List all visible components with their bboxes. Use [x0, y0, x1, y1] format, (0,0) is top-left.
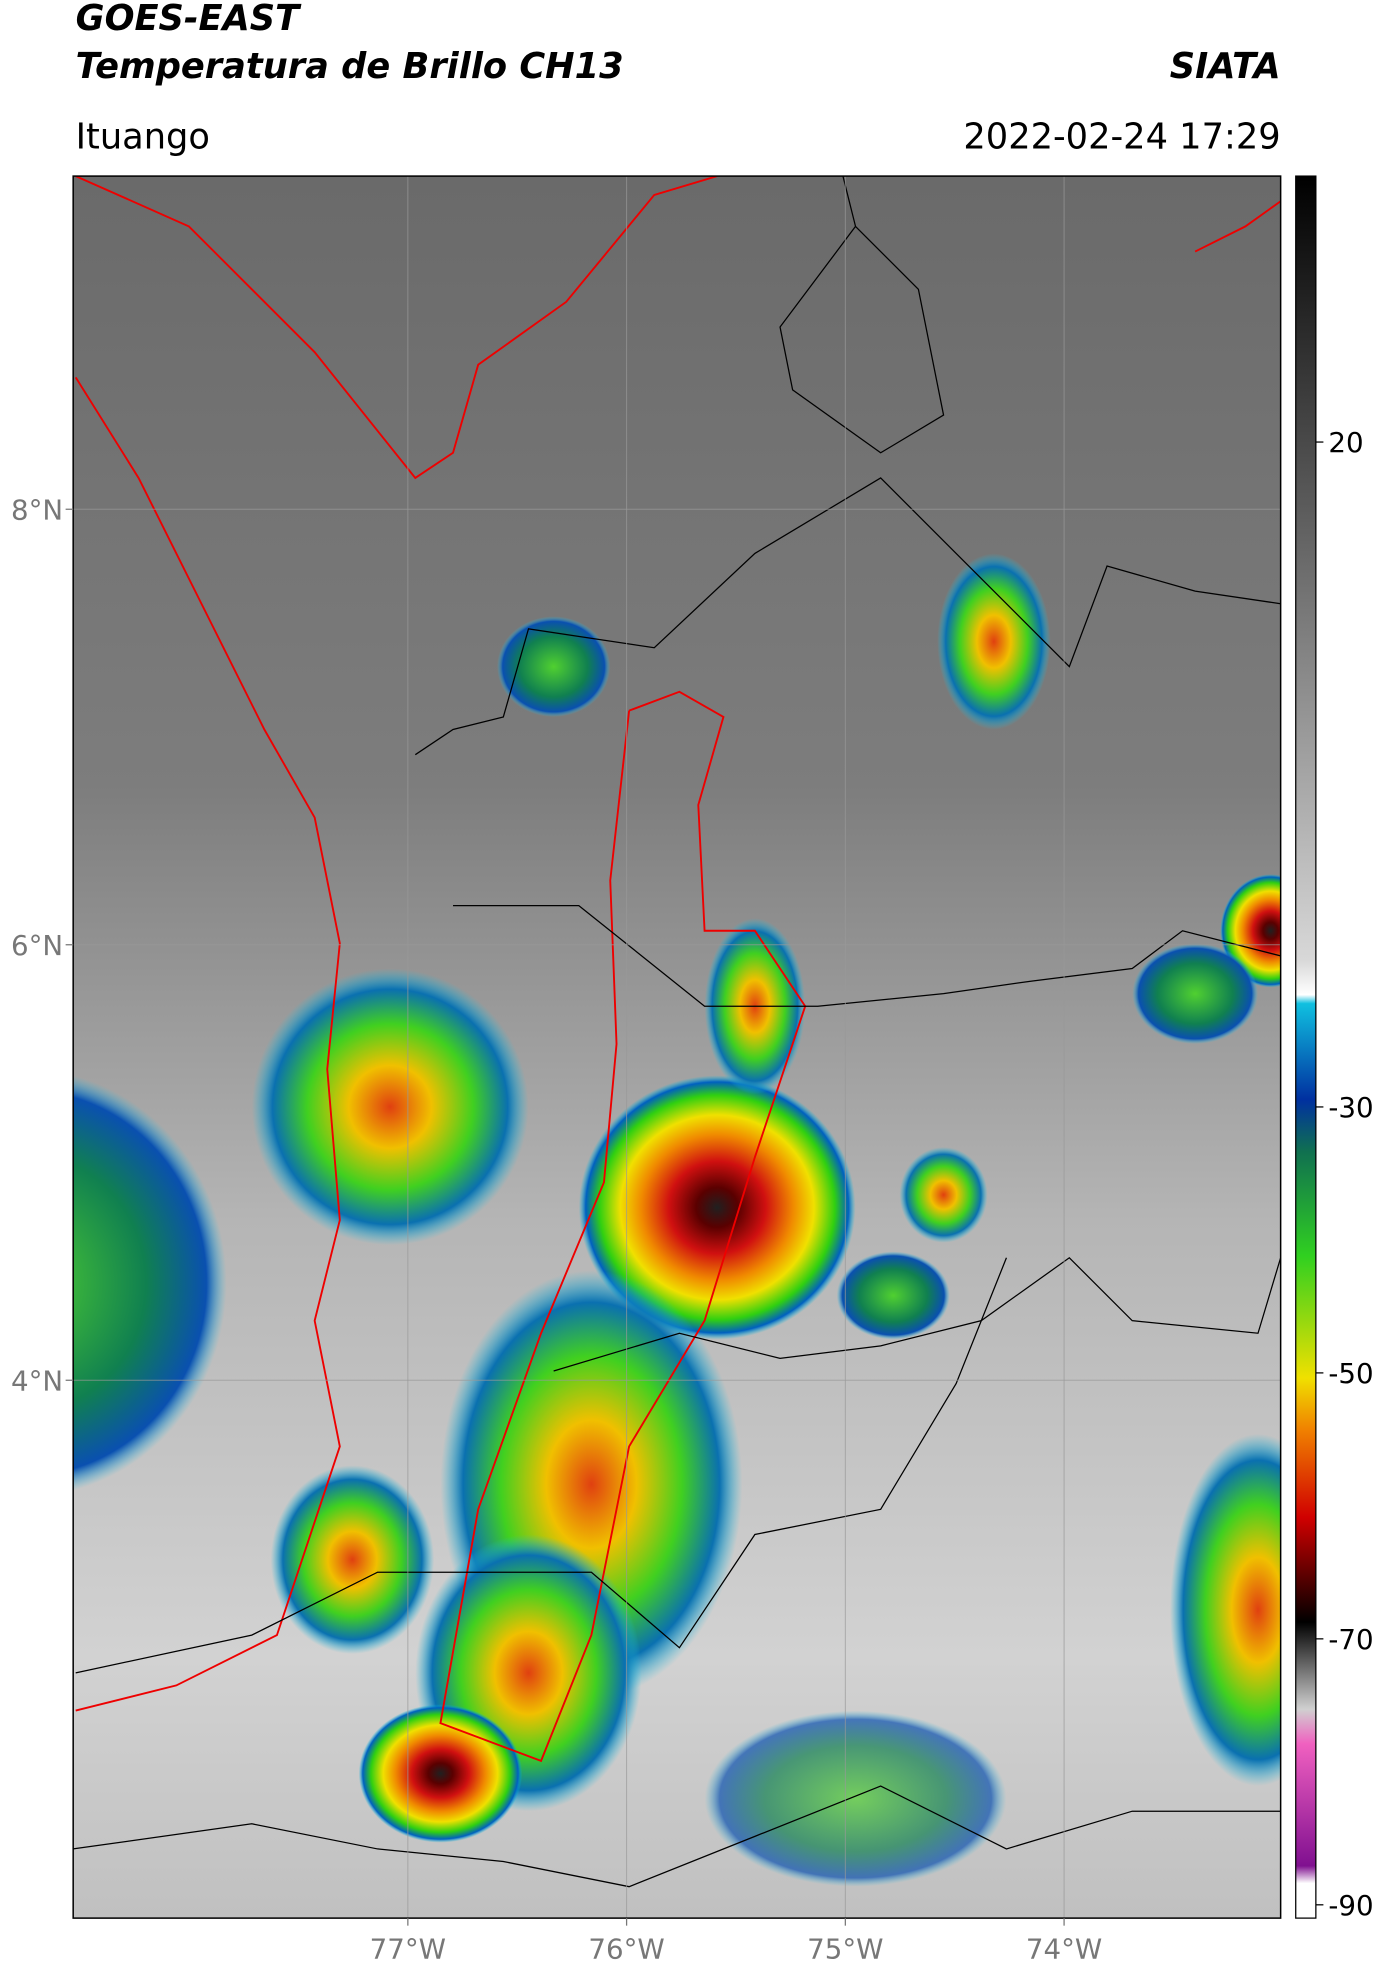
- colorbar-tick-label: -30: [1328, 1091, 1373, 1124]
- colorbar-tick-label: -70: [1328, 1623, 1373, 1656]
- title: GOES-EAST: [76, 0, 302, 39]
- lat-tick-label: 8°N: [11, 493, 63, 526]
- graticule: [73, 176, 1281, 1919]
- colorbar-tick-label: -90: [1328, 1889, 1373, 1922]
- lat-tick-label: 4°N: [11, 1364, 63, 1397]
- location: Ituango: [76, 116, 210, 157]
- colorbar: [1295, 175, 1317, 1919]
- colorbar-tick-label: -50: [1328, 1357, 1373, 1390]
- datetime: 2022-02-24 17:29: [963, 116, 1280, 157]
- organization: SIATA: [1170, 46, 1281, 87]
- map-frame: [72, 175, 1282, 1919]
- lon-tick-label: 77°W: [370, 1932, 446, 1965]
- subtitle: Temperatura de Brillo CH13: [76, 46, 624, 87]
- lon-tick-label: 76°W: [588, 1932, 664, 1965]
- colorbar-tick-label: 20: [1328, 426, 1363, 459]
- lon-tick-label: 74°W: [1026, 1932, 1102, 1965]
- satellite-image: [73, 176, 1281, 1919]
- lat-tick-label: 6°N: [11, 929, 63, 962]
- lon-tick-label: 75°W: [807, 1932, 883, 1965]
